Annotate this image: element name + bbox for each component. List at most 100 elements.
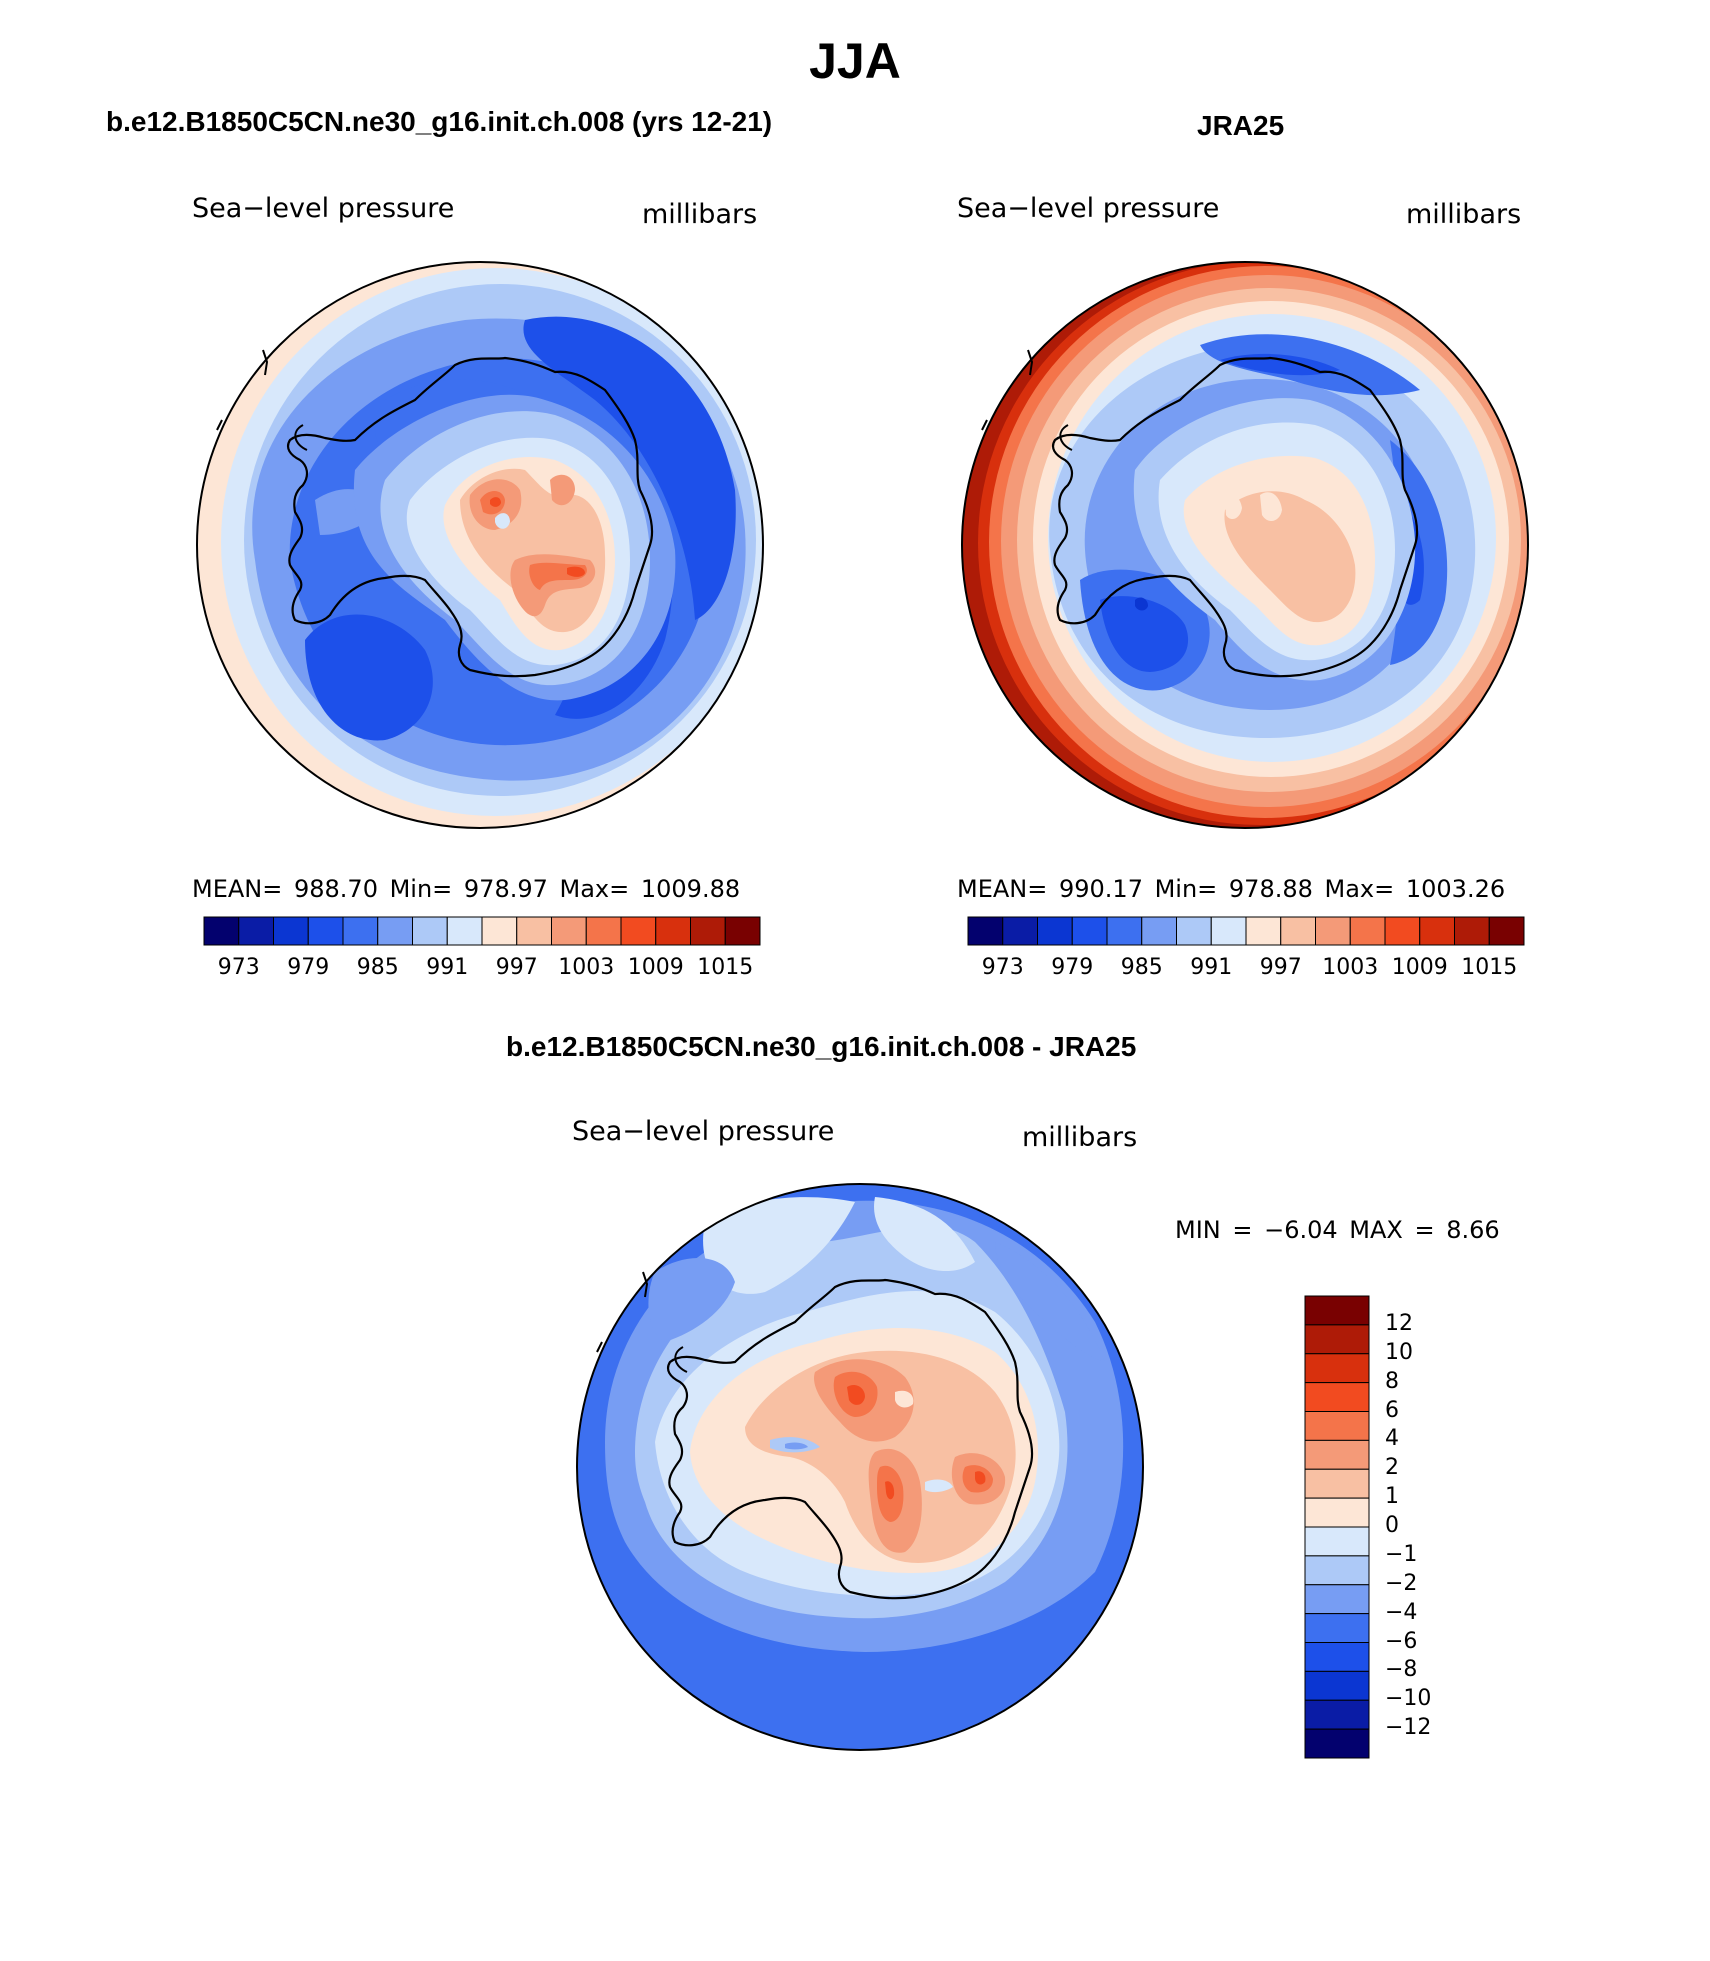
colorbar-tick-label: 6 [1385,1397,1399,1423]
colorbar-swatch [1304,1439,1370,1470]
colorbar-tick-label: −8 [1385,1657,1418,1683]
colorbar-swatch [1315,916,1351,946]
obs-var-label: Sea−level pressure [957,193,1220,224]
colorbar-swatch [1304,1555,1370,1586]
colorbar-swatch [1304,1382,1370,1412]
colorbar-swatch [1245,916,1282,946]
colorbar-swatch [203,916,240,946]
colorbar-tick-label: 4 [1385,1426,1399,1452]
colorbar-swatch [690,916,726,946]
model-polar-map [196,261,764,829]
diff-colorbar-labels: 12 10 8 6 4 2 1 0 −1 −2 −4 −6 −8 −10 −12 [1385,1296,1475,1760]
colorbar-swatch [551,916,587,946]
colorbar-swatch [655,916,691,946]
colorbar-swatch [481,916,518,946]
colorbar-swatch [1304,1497,1370,1528]
colorbar-swatch [516,916,552,946]
colorbar-swatch [1210,916,1247,946]
colorbar-swatch [724,916,761,946]
colorbar-swatch [1304,1324,1370,1355]
model-colorbar-labels: 973 979 985 991 997 1003 1009 1015 [204,955,760,985]
diff-units-label: millibars [1022,1122,1138,1153]
colorbar-swatch [1454,916,1490,946]
colorbar-swatch [1071,916,1108,946]
colorbar-swatch [1280,916,1316,946]
colorbar-swatch [967,916,1004,946]
colorbar-swatch [1304,1642,1370,1672]
colorbar-tick-label: 1009 [627,955,684,980]
colorbar-tick-label: 1009 [1391,955,1448,980]
colorbar-tick-label: 973 [217,955,260,980]
colorbar-tick-label: 1003 [558,955,615,980]
colorbar-swatch [1304,1411,1370,1441]
colorbar-tick-label: 997 [495,955,538,980]
colorbar-swatch [377,916,413,946]
colorbar-tick-label: 0 [1385,1513,1399,1538]
colorbar-tick-label: 991 [1190,955,1233,980]
colorbar-swatch [1488,916,1525,946]
model-colorbar [203,916,761,946]
colorbar-swatch [238,916,274,946]
colorbar-swatch [585,916,622,946]
colorbar-tick-label: 10 [1385,1339,1413,1365]
colorbar-tick-label: 985 [1120,955,1163,980]
colorbar-tick-label: 979 [1051,955,1094,980]
colorbar-swatch [1419,916,1455,946]
colorbar-swatch [1141,916,1177,946]
obs-units-label: millibars [1406,199,1522,230]
colorbar-tick-label: 1015 [1461,955,1518,980]
colorbar-swatch [1384,916,1421,946]
colorbar-swatch [1106,916,1143,946]
colorbar-tick-label: 985 [356,955,399,980]
colorbar-swatch [1304,1526,1370,1557]
diff-var-label: Sea−level pressure [572,1116,835,1147]
colorbar-tick-label: 12 [1385,1310,1413,1336]
colorbar-swatch [1037,916,1073,946]
colorbar-swatch [1176,916,1212,946]
obs-panel-title: JRA25 [1197,110,1285,141]
colorbar-tick-label: −12 [1385,1715,1432,1741]
colorbar-swatch [342,916,379,946]
model-panel-title: b.e12.B1850C5CN.ne30_g16.init.ch.008 (yr… [106,106,773,137]
figure-title: JJA [809,33,901,89]
obs-colorbar [967,916,1525,946]
diff-polar-map [576,1183,1144,1751]
model-stats: MEAN= 988.70 Min= 978.97 Max= 1009.88 [192,875,741,903]
colorbar-tick-label: 1 [1385,1484,1399,1510]
colorbar-tick-label: −2 [1385,1570,1418,1596]
colorbar-swatch [620,916,657,946]
colorbar-tick-label: 8 [1385,1368,1399,1394]
colorbar-tick-label: 2 [1385,1455,1399,1481]
colorbar-tick-label: 1015 [697,955,754,980]
colorbar-tick-label: −1 [1385,1541,1418,1567]
obs-colorbar-labels: 973 979 985 991 997 1003 1009 1015 [968,955,1524,985]
colorbar-swatch [412,916,448,946]
colorbar-swatch [1304,1584,1370,1615]
colorbar-swatch [273,916,309,946]
obs-polar-map [961,261,1529,829]
colorbar-swatch [1304,1728,1370,1759]
colorbar-tick-label: 973 [981,955,1024,980]
model-units-label: millibars [642,199,758,230]
model-var-label: Sea−level pressure [192,193,455,224]
colorbar-swatch [307,916,344,946]
colorbar-swatch [1304,1295,1370,1326]
colorbar-tick-label: −6 [1385,1628,1418,1654]
colorbar-swatch [1304,1670,1370,1701]
colorbar-swatch [1304,1699,1370,1730]
obs-stats: MEAN= 990.17 Min= 978.88 Max= 1003.26 [957,875,1506,903]
colorbar-swatch [1349,916,1386,946]
diff-colorbar [1304,1295,1370,1759]
diff-stats: MIN = −6.04 MAX = 8.66 [1175,1216,1500,1244]
colorbar-tick-label: −4 [1385,1599,1418,1625]
colorbar-tick-label: 1003 [1322,955,1379,980]
colorbar-swatch [446,916,483,946]
colorbar-tick-label: 997 [1259,955,1302,980]
colorbar-swatch [1304,1353,1370,1384]
colorbar-tick-label: 979 [287,955,330,980]
colorbar-swatch [1304,1613,1370,1643]
colorbar-tick-label: −10 [1385,1686,1432,1712]
colorbar-swatch [1304,1468,1370,1499]
colorbar-tick-label: 991 [426,955,469,980]
colorbar-swatch [1002,916,1038,946]
